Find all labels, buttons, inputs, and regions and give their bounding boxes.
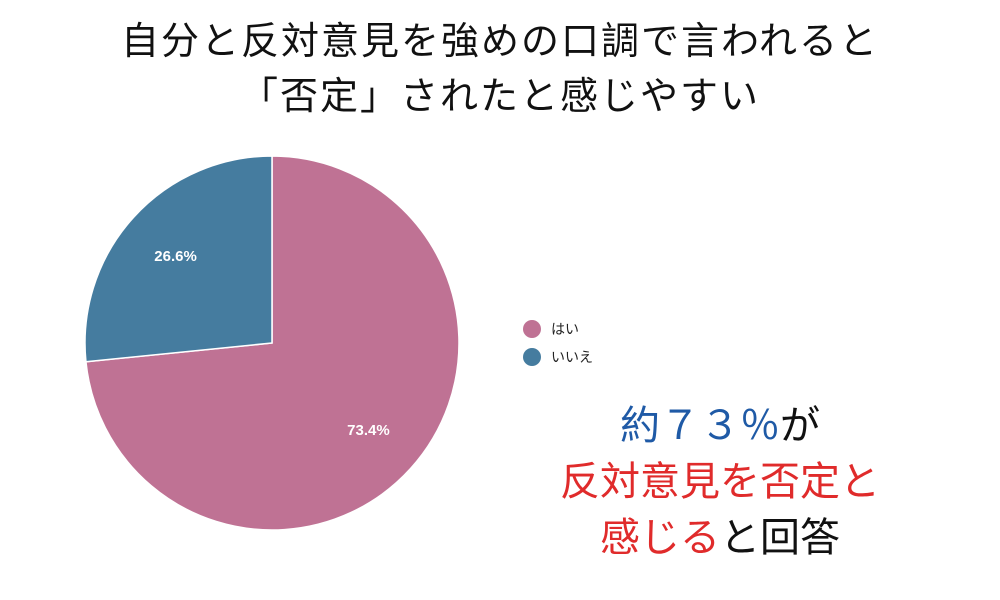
chart-title-line-2: 「否定」されたと感じやすい <box>239 74 760 118</box>
chart-title: 自分と反対意見を強めの口調で言われると 「否定」されたと感じやすい <box>0 14 1000 124</box>
legend-label-yes: はい <box>551 322 579 338</box>
pie-label-no: 26.6% <box>154 248 197 265</box>
legend-dot-yes <box>523 320 541 338</box>
callout-text: 約７３％が 反対意見を否定と 感じると回答 <box>520 398 920 566</box>
pie-label-yes: 73.4% <box>347 422 390 439</box>
callout-line-1-suffix: が <box>780 403 820 449</box>
callout-line-2: 反対意見を否定と <box>560 459 880 505</box>
callout-line-3-black: と回答 <box>720 515 840 561</box>
legend-item-yes: はい <box>523 315 593 343</box>
chart-legend: はい いいえ <box>523 315 593 371</box>
callout-line-3: 感じると回答 <box>520 510 920 566</box>
legend-label-no: いいえ <box>551 350 593 366</box>
callout-line-3-red: 感じる <box>600 515 720 561</box>
legend-dot-no <box>523 348 541 366</box>
chart-title-line-1: 自分と反対意見を強めの口調で言われると <box>120 19 880 63</box>
pie-slice-no <box>84 155 273 363</box>
legend-item-no: いいえ <box>523 343 593 371</box>
callout-percentage: 約７３％ <box>620 403 780 449</box>
callout-line-1: 約７３％が <box>520 398 920 454</box>
